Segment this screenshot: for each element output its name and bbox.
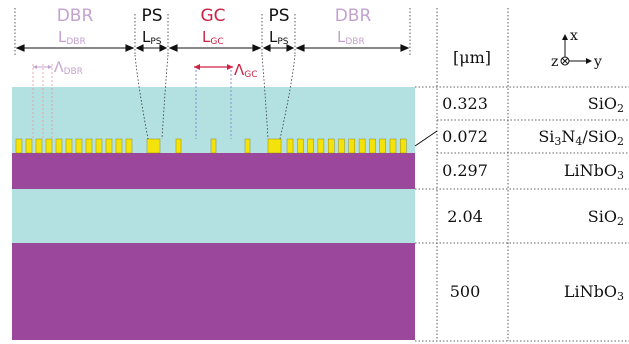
grating-tooth — [95, 138, 103, 154]
grating-tooth — [348, 138, 355, 154]
grating-tooth — [307, 138, 314, 154]
grating-tooth — [297, 138, 304, 154]
layer-linbo3-substrate — [12, 243, 415, 340]
ps-right-length-label: LPS — [269, 28, 289, 47]
grating-tooth — [45, 138, 53, 154]
grating-tooth — [379, 138, 386, 154]
layer-sio2-top-cladding — [12, 87, 415, 139]
axis-z-label: z — [551, 54, 558, 70]
row-material: SiO2 — [588, 94, 624, 115]
row-thickness: 2.04 — [447, 207, 483, 226]
grating-tooth — [400, 138, 407, 154]
grating-tooth — [286, 138, 294, 154]
coordinate-axes-icon: x z y — [551, 28, 602, 70]
grating-tooth — [175, 138, 182, 154]
axis-x-label: x — [570, 28, 578, 44]
grating-tooth — [338, 138, 345, 154]
dbr-left-length-label: LDBR — [58, 28, 86, 47]
grating-tooth — [389, 138, 397, 154]
thin-layer-leader — [414, 130, 438, 147]
grating-tooth — [75, 138, 83, 154]
layer-sio2-buried-oxide — [12, 189, 415, 243]
grating-tooth — [244, 138, 251, 154]
grating-tooth — [358, 138, 366, 154]
grating-tooth — [85, 138, 93, 154]
grating-tooth — [146, 138, 161, 154]
grating-tooth — [25, 138, 33, 154]
row-thickness: 500 — [450, 282, 481, 301]
length-arrows — [15, 44, 410, 52]
layer-stack — [12, 87, 415, 340]
dbr-right-length-label: LDBR — [337, 28, 365, 47]
row-thickness: 0.323 — [442, 94, 488, 113]
row-thickness: 0.072 — [442, 127, 488, 146]
grating-tooth — [65, 138, 73, 154]
grating-teeth — [15, 138, 407, 154]
thickness-table — [415, 8, 629, 342]
grating-tooth — [317, 138, 325, 154]
grating-tooth — [267, 138, 282, 154]
section-guides — [14, 8, 411, 140]
gc-length-label: LGC — [202, 28, 224, 47]
grating-tooth — [125, 138, 133, 154]
gc-period-marker: ΛGC — [194, 61, 258, 139]
grating-tooth — [15, 138, 23, 154]
row-material: Si3N4/SiO2 — [538, 127, 624, 148]
grating-tooth — [35, 138, 43, 154]
row-thickness: 0.297 — [442, 161, 488, 180]
row-material: LiNbO3 — [564, 161, 624, 182]
grating-tooth — [210, 138, 217, 154]
grating-tooth — [369, 138, 376, 154]
ps-left-title: PS — [141, 6, 162, 26]
ps-left-length-label: LPS — [142, 28, 162, 47]
dbr-period-label: ΛDBR — [54, 60, 83, 77]
dbr-right-title: DBR — [335, 6, 372, 26]
grating-tooth — [328, 138, 335, 154]
gc-period-label: ΛGC — [234, 61, 258, 80]
grating-tooth — [105, 138, 113, 154]
row-material: SiO2 — [588, 207, 624, 228]
layer-linbo3-film — [12, 153, 415, 189]
axis-y-label: y — [593, 54, 602, 70]
dbr-left-title: DBR — [57, 6, 94, 26]
unit-header: [μm] — [453, 48, 491, 67]
grating-tooth — [115, 138, 123, 154]
gc-title: GC — [200, 6, 225, 26]
row-material: LiNbO3 — [564, 282, 624, 303]
grating-tooth — [55, 138, 63, 154]
ps-right-title: PS — [268, 6, 289, 26]
dbr-period-marker: ΛDBR — [32, 60, 83, 139]
